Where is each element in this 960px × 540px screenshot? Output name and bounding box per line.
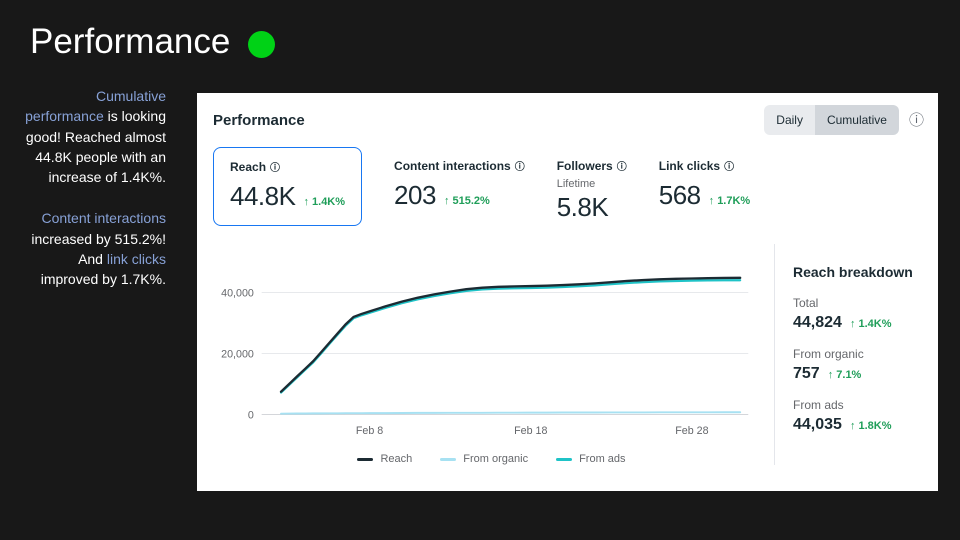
panel-title: Performance: [213, 111, 305, 129]
cumulative-toggle-button[interactable]: Cumulative: [814, 105, 899, 135]
sidebar-note-2: Content interactions increased by 515.2%…: [24, 208, 166, 289]
breakdown-trend: ↑ 7.1%: [828, 369, 862, 381]
metric-label-row: Link clicks ⓘ: [658, 158, 750, 174]
chart-column: 0 20,000 40,000 Feb 8 Feb 18 Feb 28 Reach From…: [213, 244, 770, 465]
note1-link: Cumulative performance: [25, 88, 166, 125]
breakdown-title: Reach breakdown: [793, 264, 913, 280]
metric-value-row: 44.8K ↑ 1.4K%: [230, 181, 345, 212]
legend-swatch-icon: [556, 457, 573, 461]
note1-text: is looking good! Reached almost 44.8K pe…: [25, 108, 166, 186]
note2-link1: Content interactions: [41, 210, 166, 227]
performance-panel: Performance Daily Cumulative ⓘ Reach ⓘ 4…: [197, 93, 938, 491]
trend-up-icon: ↑: [303, 196, 309, 208]
svg-text:Feb 28: Feb 28: [675, 425, 708, 437]
slide-title-row: Performance: [30, 22, 276, 62]
metric-card-reach[interactable]: Reach ⓘ 44.8K ↑ 1.4K%: [213, 147, 363, 226]
metric-trend: ↑ 515.2%: [444, 195, 490, 207]
breakdown-trend: ↑ 1.4K%: [850, 318, 892, 330]
svg-text:40,000: 40,000: [221, 287, 254, 299]
legend-item: Reach: [357, 453, 412, 465]
panel-header: Performance Daily Cumulative ⓘ: [197, 93, 938, 143]
svg-text:20,000: 20,000: [221, 348, 254, 360]
metric-value: 568: [658, 180, 701, 210]
panel-header-controls: Daily Cumulative ⓘ: [764, 105, 924, 135]
metric-value: 5.8K: [556, 192, 609, 222]
metric-card-link-clicks[interactable]: Link clicks ⓘ 568 ↑ 1.7K%: [659, 147, 750, 211]
breakdown-value: 44,824: [793, 314, 842, 331]
info-icon[interactable]: ⓘ: [270, 163, 281, 174]
metric-label: Content interactions: [394, 158, 511, 173]
metric-trend: ↑ 1.4K%: [303, 196, 345, 208]
panel-body: 0 20,000 40,000 Feb 8 Feb 18 Feb 28 Reach From…: [197, 238, 938, 465]
note2-text3: improved by 1.7K%.: [40, 271, 166, 288]
slide-title: Performance: [30, 22, 231, 61]
trend-up-icon: ↑: [849, 318, 856, 330]
breakdown-value-row: 44,824 ↑ 1.4K%: [793, 314, 924, 332]
legend-swatch-icon: [357, 457, 374, 461]
reach-breakdown: Reach breakdown Total 44,824 ↑ 1.4K% Fro…: [774, 244, 924, 465]
trend-value: 1.7K%: [717, 195, 751, 207]
trend-value: 1.4K%: [312, 196, 346, 208]
breakdown-row-ads: From ads 44,035 ↑ 1.8K%: [793, 398, 924, 434]
trend-up-icon: ↑: [827, 369, 834, 381]
metric-label: Reach: [230, 159, 267, 174]
svg-text:Feb 8: Feb 8: [356, 425, 383, 437]
performance-line-chart: 0 20,000 40,000 Feb 8 Feb 18 Feb 28: [221, 276, 749, 437]
breakdown-value: 757: [793, 365, 820, 382]
metric-value-row: 5.8K: [557, 192, 627, 223]
metrics-row: Reach ⓘ 44.8K ↑ 1.4K% Content interactio…: [197, 147, 938, 226]
sidebar-note-1: Cumulative performance is looking good! …: [24, 86, 166, 187]
breakdown-label: Total: [793, 296, 819, 310]
breakdown-label: From ads: [793, 398, 844, 412]
metric-value-row: 568 ↑ 1.7K%: [659, 180, 750, 211]
metric-label: Link clicks: [658, 158, 721, 173]
trend-up-icon: ↑: [708, 195, 715, 207]
breakdown-value-row: 757 ↑ 7.1%: [793, 365, 924, 383]
svg-text:0: 0: [248, 409, 254, 421]
breakdown-row-total: Total 44,824 ↑ 1.4K%: [793, 296, 924, 332]
legend-item: From organic: [440, 453, 528, 465]
sidebar-notes: Cumulative performance is looking good! …: [24, 86, 166, 311]
svg-text:Feb 18: Feb 18: [514, 425, 547, 437]
trend-value: 7.1%: [836, 369, 862, 381]
daily-toggle-button[interactable]: Daily: [764, 105, 815, 135]
trend-value: 515.2%: [452, 195, 490, 207]
metric-sublabel: Lifetime: [556, 178, 596, 190]
note2-text1: increased by 515.2%!: [31, 230, 166, 247]
breakdown-trend: ↑ 1.8K%: [850, 420, 892, 432]
info-icon[interactable]: ⓘ: [616, 162, 627, 173]
metric-trend: ↑ 1.7K%: [709, 195, 751, 207]
breakdown-value: 44,035: [793, 416, 842, 433]
green-dot-icon: [248, 30, 276, 58]
info-icon[interactable]: ⓘ: [514, 162, 525, 173]
breakdown-label: From organic: [793, 347, 864, 361]
daily-cumulative-toggle: Daily Cumulative: [764, 105, 899, 135]
metric-label-row: Content interactions ⓘ: [394, 158, 525, 174]
trend-value: 1.4K%: [858, 318, 892, 330]
metric-label-row: Reach ⓘ: [230, 159, 345, 175]
breakdown-row-organic: From organic 757 ↑ 7.1%: [793, 347, 924, 383]
trend-value: 1.8K%: [858, 420, 892, 432]
breakdown-value-row: 44,035 ↑ 1.8K%: [793, 416, 924, 434]
legend-item: From ads: [556, 453, 626, 465]
legend-swatch-icon: [440, 457, 457, 461]
metric-value: 203: [394, 180, 436, 210]
metric-card-followers[interactable]: Followers ⓘ Lifetime 5.8K: [557, 147, 627, 223]
metric-label-row: Followers ⓘ: [556, 158, 627, 174]
trend-up-icon: ↑: [849, 420, 856, 432]
note2-text2: And: [78, 251, 107, 268]
chart-legend: Reach From organic From ads: [213, 453, 770, 465]
note2-link2: link clicks: [106, 251, 166, 268]
metric-value-row: 203 ↑ 515.2%: [394, 180, 525, 211]
metric-card-content-interactions[interactable]: Content interactions ⓘ 203 ↑ 515.2%: [394, 147, 525, 211]
panel-info-icon[interactable]: ⓘ: [908, 111, 924, 129]
metric-value: 44.8K: [230, 181, 296, 211]
trend-up-icon: ↑: [443, 195, 450, 207]
metric-label: Followers: [556, 158, 613, 173]
info-icon[interactable]: ⓘ: [724, 162, 735, 173]
